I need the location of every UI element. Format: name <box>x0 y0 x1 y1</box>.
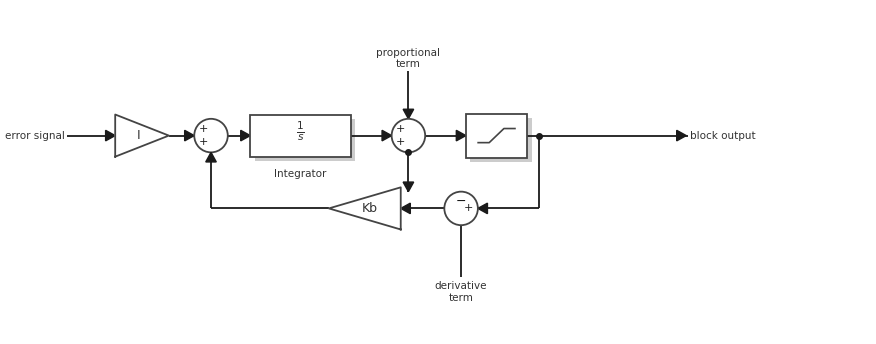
Bar <box>466 114 527 158</box>
Text: proportional
term: proportional term <box>377 48 441 69</box>
Text: +: + <box>463 203 473 213</box>
Polygon shape <box>403 182 413 192</box>
Polygon shape <box>241 130 251 141</box>
Polygon shape <box>403 109 413 119</box>
Polygon shape <box>116 115 169 157</box>
Polygon shape <box>206 152 216 162</box>
Bar <box>251 115 351 157</box>
Text: I: I <box>137 129 140 142</box>
Polygon shape <box>478 203 487 214</box>
Text: −: − <box>456 195 466 208</box>
Text: derivative
term: derivative term <box>434 281 487 303</box>
Text: +: + <box>199 137 208 147</box>
Polygon shape <box>382 130 392 141</box>
Text: block output: block output <box>690 131 756 141</box>
Polygon shape <box>400 203 410 214</box>
Text: Integrator: Integrator <box>274 169 327 179</box>
Circle shape <box>444 192 478 225</box>
Text: +: + <box>396 124 406 134</box>
Polygon shape <box>456 130 466 141</box>
Polygon shape <box>328 187 400 229</box>
Polygon shape <box>676 130 686 141</box>
Circle shape <box>194 119 228 152</box>
Polygon shape <box>106 130 116 141</box>
Polygon shape <box>185 130 194 141</box>
Text: error signal: error signal <box>5 131 66 141</box>
Bar <box>470 118 532 162</box>
Text: +: + <box>199 124 208 134</box>
Text: +: + <box>396 137 406 147</box>
Circle shape <box>392 119 425 152</box>
Text: Kb: Kb <box>362 202 378 215</box>
Text: $\frac{1}{s}$: $\frac{1}{s}$ <box>296 120 305 143</box>
Bar <box>255 119 356 161</box>
